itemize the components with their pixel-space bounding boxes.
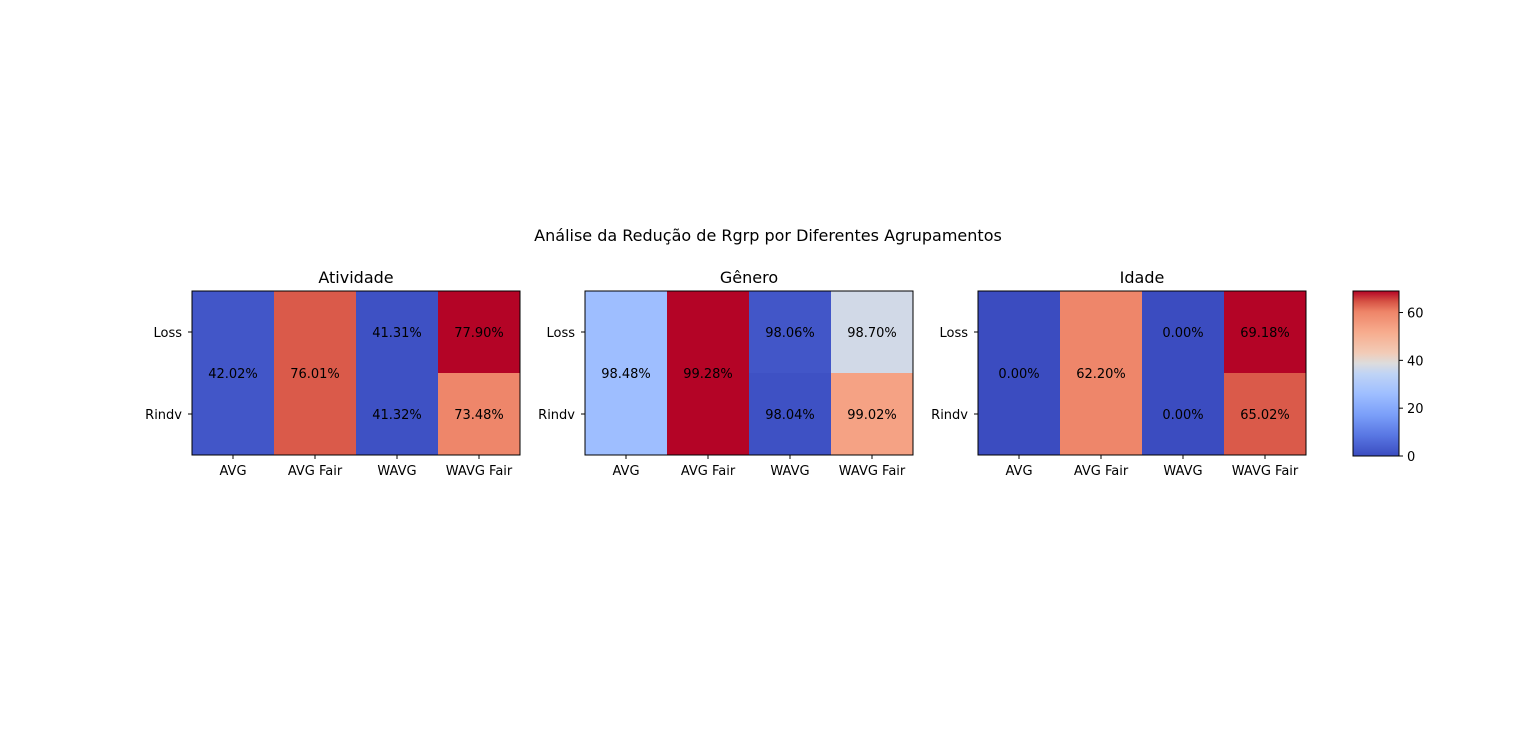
heatmap-cell	[1142, 291, 1225, 374]
y-tick-label: Rindv	[145, 408, 182, 423]
subplot-title: Atividade	[318, 268, 393, 287]
cell-annotation: 98.06%	[765, 326, 815, 341]
x-tick-label: AVG	[219, 464, 246, 479]
heatmap-cell	[585, 291, 668, 374]
heatmap-cell	[1142, 373, 1225, 456]
x-tick-label: AVG Fair	[1074, 464, 1129, 479]
subplot-title: Gênero	[720, 268, 778, 287]
heatmap-cell	[1060, 291, 1143, 374]
x-tick-label: WAVG	[770, 464, 809, 479]
heatmap-cell	[831, 291, 914, 374]
heatmap-cell	[192, 373, 275, 456]
heatmap-panels: Atividade AVG AVG Fair WAVG WAVG Fair Loss Rin…	[145, 268, 1307, 479]
x-tick-label: WAVG Fair	[1232, 464, 1299, 479]
heatmap-cell	[438, 291, 521, 374]
heatmap-cell	[1060, 373, 1143, 456]
x-tick-label: WAVG	[377, 464, 416, 479]
colorbar-tick-label: 60	[1407, 307, 1424, 322]
heatmap-2: Idade AVG AVG Fair WAVG WAVG Fair Loss Rindv 0.…	[931, 268, 1307, 479]
cell-annotation: 41.31%	[372, 326, 422, 341]
cell-annotation: 77.90%	[454, 326, 504, 341]
heatmap-cell	[667, 291, 750, 374]
heatmap-cell	[274, 291, 357, 374]
y-tick-label: Rindv	[538, 408, 575, 423]
colorbar-ticks: 0 20 40 60	[1399, 307, 1424, 465]
heatmap-1: Gênero AVG AVG Fair WAVG WAVG Fair Loss Rindv 9…	[538, 268, 914, 479]
cell-annotation: 42.02%	[208, 367, 258, 382]
x-tick-label: AVG Fair	[681, 464, 736, 479]
heatmap-cell	[585, 373, 668, 456]
cell-annotation: 98.48%	[601, 367, 651, 382]
cell-annotation: 62.20%	[1076, 367, 1126, 382]
heatmap-cell	[356, 291, 439, 374]
cell-annotation: 76.01%	[290, 367, 340, 382]
subplot-title: Idade	[1120, 268, 1165, 287]
cell-annotation: 99.02%	[847, 408, 897, 423]
heatmap-cell	[749, 373, 832, 456]
heatmap-cell	[978, 291, 1061, 374]
heatmap-cell	[192, 291, 275, 374]
heatmap-cell	[438, 373, 521, 456]
cell-annotation: 41.32%	[372, 408, 422, 423]
cell-annotation: 0.00%	[1162, 408, 1203, 423]
axes-frame	[977, 290, 1307, 456]
cell-annotation: 98.70%	[847, 326, 897, 341]
axes-frame	[584, 290, 914, 456]
y-tick-label: Loss	[153, 326, 182, 341]
cell-annotation: 0.00%	[1162, 326, 1203, 341]
colorbar-tick-label: 40	[1407, 354, 1424, 369]
x-tick-label: WAVG Fair	[446, 464, 513, 479]
heatmap-cell	[1224, 291, 1307, 374]
x-tick-label: AVG Fair	[288, 464, 343, 479]
heatmap-cell	[978, 373, 1061, 456]
heatmap-0: Atividade AVG AVG Fair WAVG WAVG Fair Loss Rin…	[145, 268, 521, 479]
y-tick-label: Rindv	[931, 408, 968, 423]
heatmap-cell	[667, 373, 750, 456]
cell-annotation: 73.48%	[454, 408, 504, 423]
y-tick-label: Loss	[939, 326, 968, 341]
x-tick-label: AVG	[1005, 464, 1032, 479]
x-tick-label: WAVG Fair	[839, 464, 906, 479]
heatmap-cell	[356, 373, 439, 456]
heatmap-cell	[831, 373, 914, 456]
colorbar: 0 20 40 60	[1352, 290, 1424, 465]
heatmap-cell	[274, 373, 357, 456]
colorbar-tick-label: 0	[1407, 450, 1415, 465]
y-tick-label: Loss	[546, 326, 575, 341]
x-tick-label: AVG	[612, 464, 639, 479]
cell-annotation: 69.18%	[1240, 326, 1290, 341]
axes-frame	[191, 290, 521, 456]
cell-annotation: 65.02%	[1240, 408, 1290, 423]
heatmap-cell	[749, 291, 832, 374]
cell-annotation: 0.00%	[998, 367, 1039, 382]
colorbar-tick-label: 20	[1407, 402, 1424, 417]
colorbar-gradient	[1353, 291, 1399, 456]
x-tick-label: WAVG	[1163, 464, 1202, 479]
cell-annotation: 99.28%	[683, 367, 733, 382]
heatmap-cell	[1224, 373, 1307, 456]
colorbar-frame	[1352, 290, 1400, 457]
cell-annotation: 98.04%	[765, 408, 815, 423]
figure-title: Análise da Redução de Rgrp por Diferente…	[534, 226, 1002, 245]
